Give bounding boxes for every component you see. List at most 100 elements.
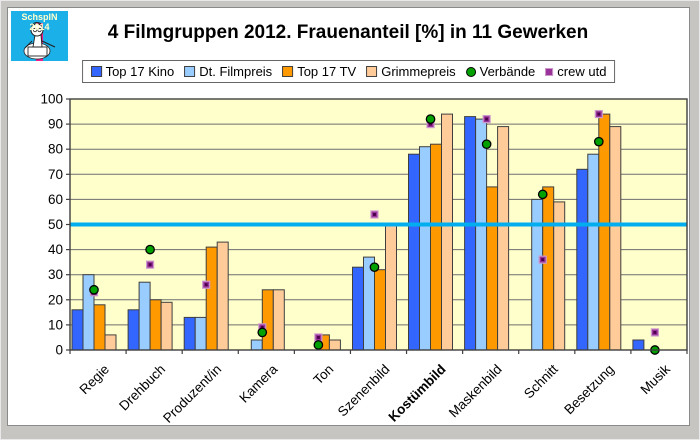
verbaende-marker — [481, 139, 492, 150]
y-axis-label: 50 — [48, 217, 63, 232]
x-axis-label: Regie — [77, 362, 113, 398]
x-axis-label: Drehbuch — [116, 362, 168, 414]
bar — [598, 113, 611, 351]
logo-text: SchspIN 2014 — [21, 12, 58, 32]
x-axis-label: Schnitt — [521, 361, 561, 401]
bar — [272, 289, 285, 351]
legend-label: Grimmepreis — [381, 64, 456, 79]
y-axis-label: 90 — [48, 117, 63, 132]
bar — [486, 186, 499, 351]
crew-utd-marker-center — [541, 258, 545, 262]
bar — [352, 266, 364, 351]
bar — [127, 309, 140, 351]
x-axis-label: Ton — [310, 362, 336, 388]
verbaende-marker — [313, 340, 324, 350]
legend-square-icon — [184, 66, 196, 77]
crew-utd-marker-center — [653, 330, 657, 334]
y-axis-label: 10 — [48, 317, 63, 332]
x-axis-label: Maskenbild — [446, 362, 505, 421]
x-axis-label: Kamera — [236, 361, 280, 405]
bar — [542, 186, 555, 351]
y-axis-label: 80 — [48, 142, 63, 157]
bar — [419, 146, 431, 351]
bar — [430, 143, 442, 351]
x-axis-label: Produzent/in — [160, 362, 224, 425]
bar — [497, 126, 510, 351]
legend-square-icon — [90, 66, 102, 77]
legend-item-3: Grimmepreis — [366, 64, 456, 79]
bar — [632, 339, 645, 351]
bar — [385, 224, 397, 351]
crew-utd-marker-center — [148, 263, 152, 267]
bar — [160, 301, 173, 351]
y-axis-label: 70 — [48, 167, 63, 182]
x-axis-label: Musik — [637, 361, 673, 397]
x-axis-label: Szenenbild — [335, 362, 393, 420]
legend-square-icon — [282, 66, 294, 77]
y-axis-label: 40 — [48, 242, 63, 257]
bar — [531, 198, 544, 351]
y-axis-label: 60 — [48, 192, 63, 207]
bar — [609, 126, 622, 351]
bar — [205, 246, 218, 351]
legend-item-5: crew utd — [545, 64, 606, 79]
verbaende-marker — [145, 244, 155, 255]
x-axis-label: Kostümbild — [386, 362, 449, 425]
schspin-logo: SchspIN 2014 — [11, 11, 68, 61]
legend-item-2: Top 17 TV — [282, 64, 356, 79]
crew-utd-marker-center — [260, 325, 264, 329]
y-axis-label: 20 — [48, 292, 63, 307]
verbaende-marker — [425, 114, 436, 124]
x-axis-label: Besetzung — [561, 362, 617, 418]
y-axis-label: 100 — [40, 92, 63, 107]
bar — [475, 118, 488, 351]
legend-label: Top 17 TV — [297, 64, 357, 79]
bar — [374, 269, 386, 351]
legend-label: Top 17 Kino — [105, 64, 175, 79]
legend-small-square-icon — [545, 67, 554, 76]
bar — [138, 281, 151, 351]
legend-label: Dt. Filmpreis — [199, 64, 273, 79]
legend-item-1: Dt. Filmpreis — [184, 64, 272, 79]
bar — [183, 316, 196, 351]
legend-circle-icon — [465, 66, 476, 77]
verbaende-marker — [537, 189, 548, 200]
y-axis-label: 0 — [55, 343, 63, 358]
crew-utd-marker-center — [597, 112, 601, 116]
verbaende-marker — [593, 136, 604, 147]
crew-utd-marker-center — [372, 212, 376, 216]
crew-utd-marker-center — [316, 335, 320, 339]
verbaende-marker — [257, 327, 268, 338]
bar — [93, 304, 106, 351]
bar — [576, 168, 589, 351]
crew-utd-marker-center — [204, 283, 208, 287]
logo-illustration — [11, 11, 68, 61]
bar — [408, 153, 420, 351]
bar — [441, 113, 453, 351]
verbaende-marker — [89, 284, 99, 295]
crew-utd-marker-center — [485, 117, 489, 121]
bar — [464, 116, 477, 351]
bar — [250, 339, 263, 351]
y-axis-label: 30 — [48, 267, 63, 282]
bar — [104, 334, 117, 351]
bar — [261, 289, 274, 351]
crew-utd-marker-center — [429, 122, 433, 126]
bar — [328, 339, 341, 351]
chart-legend: Top 17 Kino Dt. Filmpreis Top 17 TV Grimmep… — [81, 60, 616, 83]
legend-item-4: Verbände — [465, 64, 536, 79]
legend-square-icon — [366, 66, 378, 77]
legend-label: Verbände — [479, 64, 536, 79]
bar — [194, 316, 207, 351]
chart-title: 4 Filmgruppen 2012. Frauenanteil [%] in … — [107, 22, 589, 43]
bar — [71, 309, 84, 351]
bar — [587, 153, 600, 351]
legend-item-0: Top 17 Kino — [90, 64, 175, 79]
verbaende-marker — [369, 262, 380, 273]
bar-chart: 0 10 20 30 40 50 60 70 80 90 100 Regie DrehbuchProdu… — [40, 92, 688, 425]
bar — [149, 299, 162, 351]
legend-label: crew utd — [557, 64, 607, 79]
chart-sheet: SchspIN 2014 4 Filmgruppen 2012. Frauena… — [7, 7, 690, 426]
bar — [216, 241, 229, 351]
